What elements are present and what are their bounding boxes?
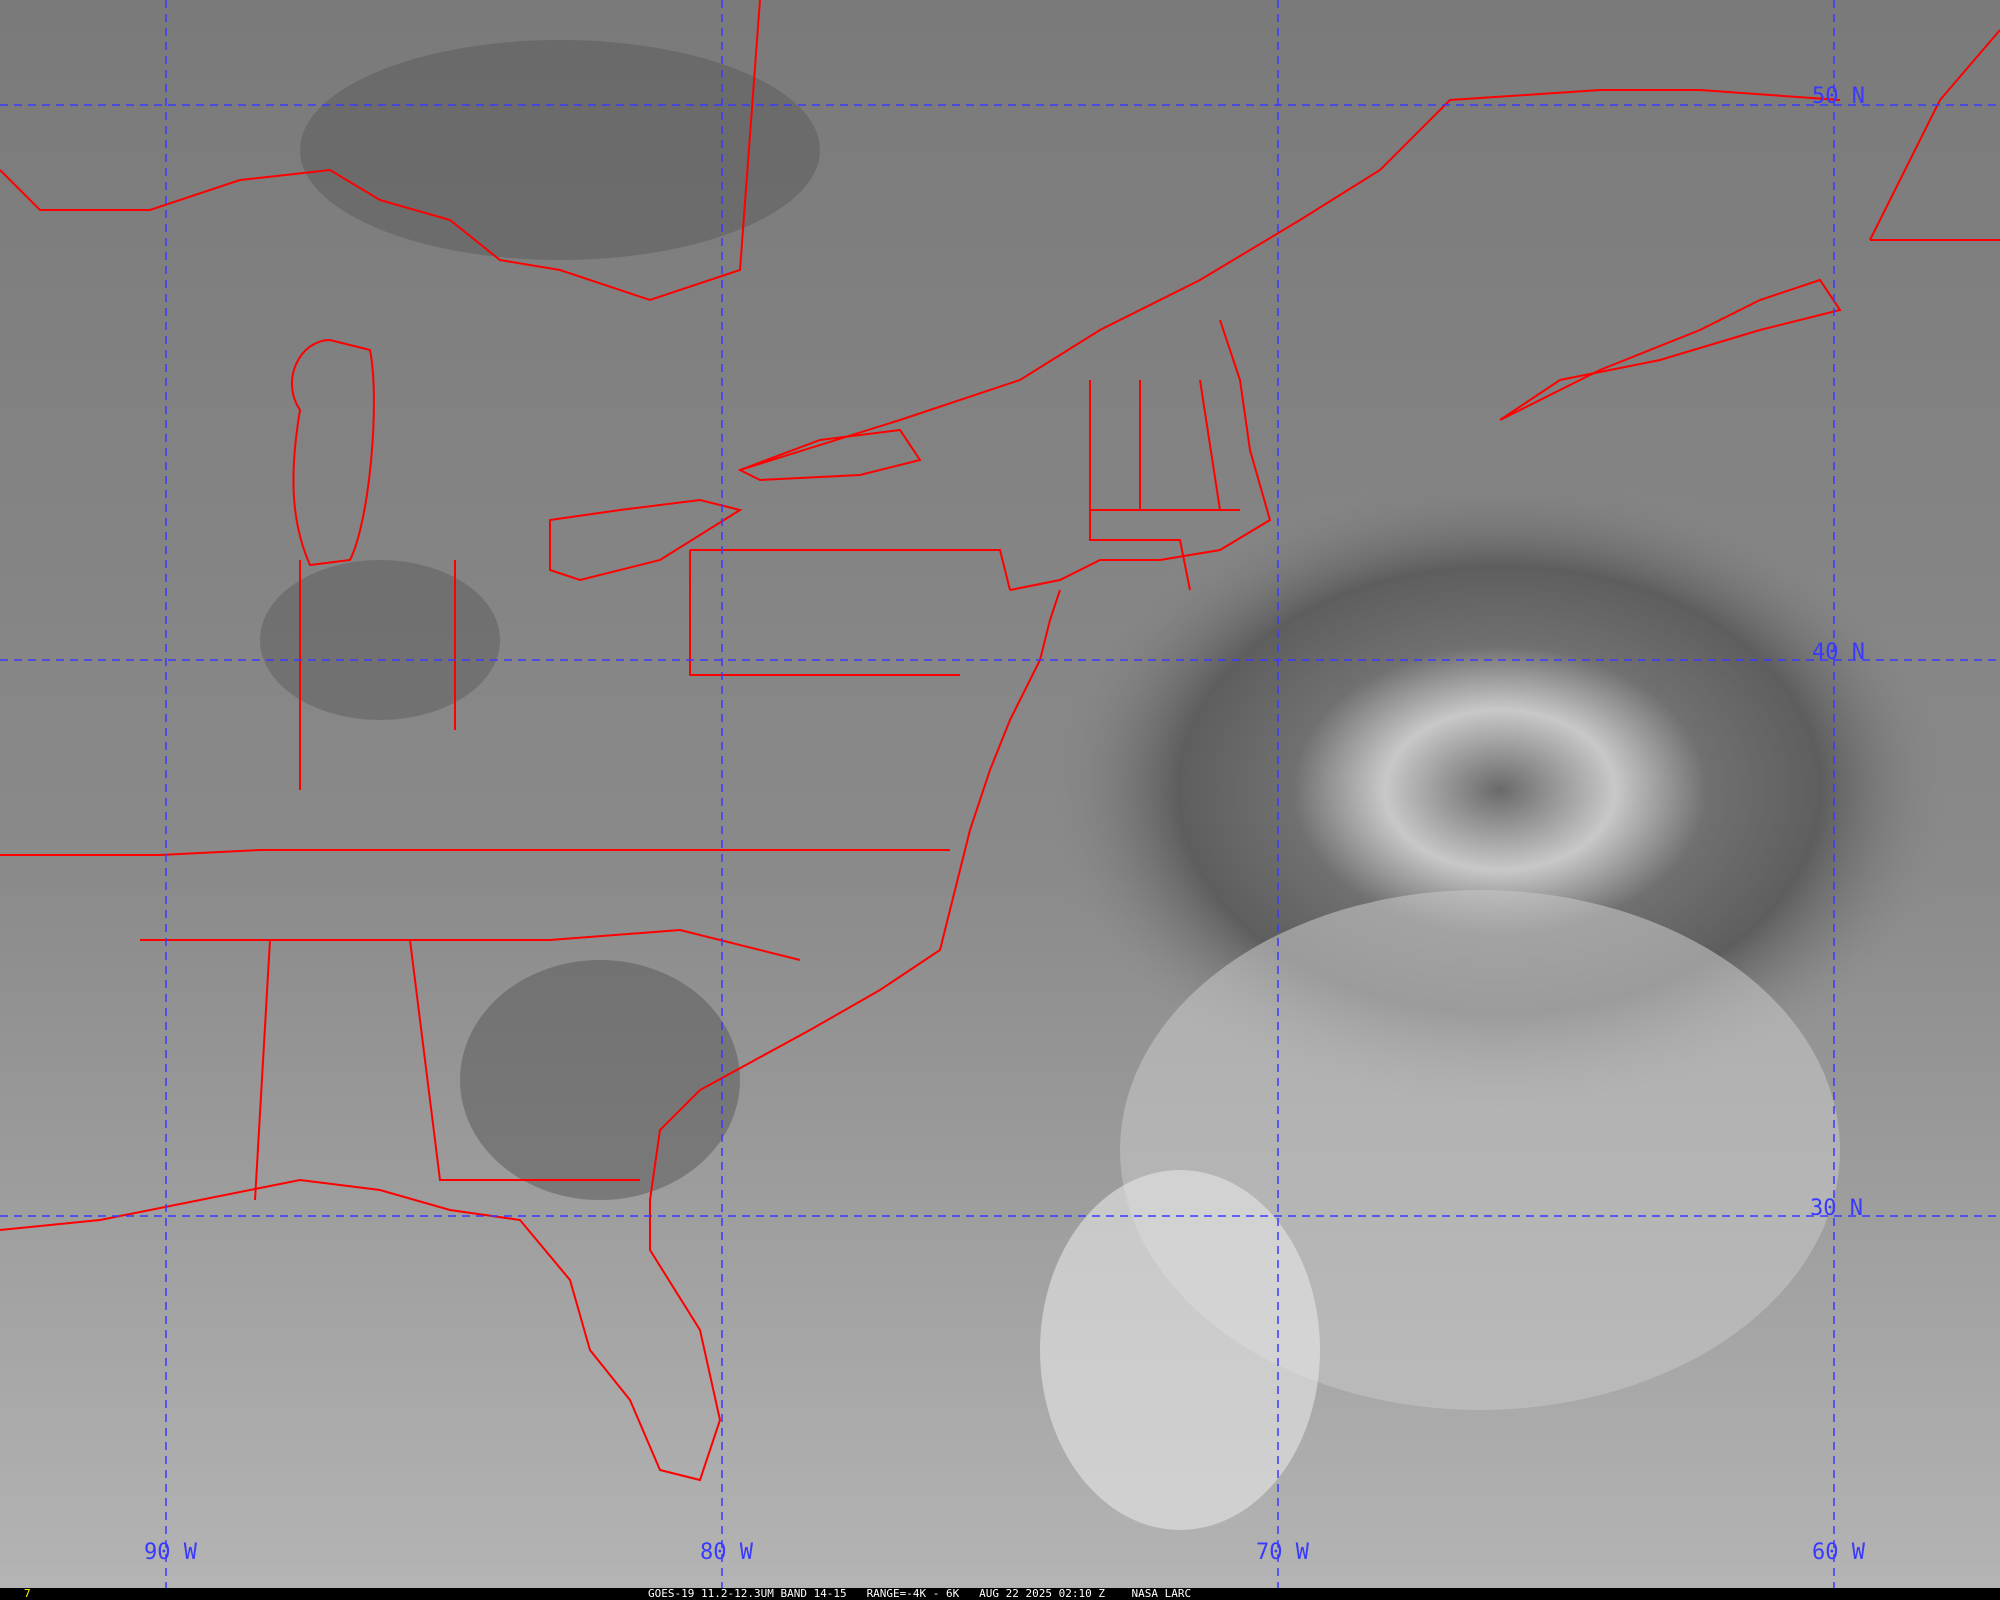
canada-border-east <box>739 89 1841 471</box>
frame-number: 7 <box>24 1587 31 1600</box>
cloud-features <box>260 40 1960 1530</box>
state-lines-south <box>254 939 640 1201</box>
cloud-cluster <box>300 40 820 260</box>
state-line-ms-al-ga <box>140 928 801 961</box>
state-line-tn-nc <box>0 849 950 856</box>
lat-label-30n: 30 N <box>1810 1196 1863 1221</box>
cloud-cluster <box>460 960 740 1200</box>
state-lines-new-england <box>1089 379 1240 591</box>
atlantic-gulf-coast <box>0 589 1061 1482</box>
cloud-cluster <box>1040 1170 1320 1530</box>
lon-label-90w: 90 W <box>144 1540 197 1565</box>
lat-label-40n: 40 N <box>1812 640 1865 665</box>
cloud-cluster <box>260 560 500 720</box>
caption-text: GOES-19 11.2-12.3UM BAND 14-15 RANGE=-4K… <box>648 1588 1191 1600</box>
lake-erie <box>549 498 743 582</box>
range: RANGE=-4K - 6K <box>866 1587 960 1600</box>
lake-michigan <box>290 338 375 567</box>
lake-ontario <box>737 428 922 482</box>
lon-label-60w: 60 W <box>1812 1540 1865 1565</box>
credit: NASA LARC <box>1131 1587 1192 1600</box>
lon-label-80w: 80 W <box>700 1540 753 1565</box>
state-lines-midwest <box>299 549 1011 790</box>
newfoundland-outline <box>1869 29 2000 241</box>
new-england-coast <box>1009 319 1272 591</box>
nova-scotia-outline <box>1499 278 1842 421</box>
lat-label-50n: 50 N <box>1812 84 1865 109</box>
us-canada-border <box>0 0 761 302</box>
satellite-band: GOES-19 11.2-12.3UM BAND 14-15 <box>648 1587 847 1600</box>
political-boundaries <box>0 0 2000 1482</box>
lon-label-70w: 70 W <box>1256 1540 1309 1565</box>
caption-bar: 7 GOES-19 11.2-12.3UM BAND 14-15 RANGE=-… <box>0 1588 2000 1600</box>
datetime: AUG 22 2025 02:10 Z <box>979 1587 1105 1600</box>
